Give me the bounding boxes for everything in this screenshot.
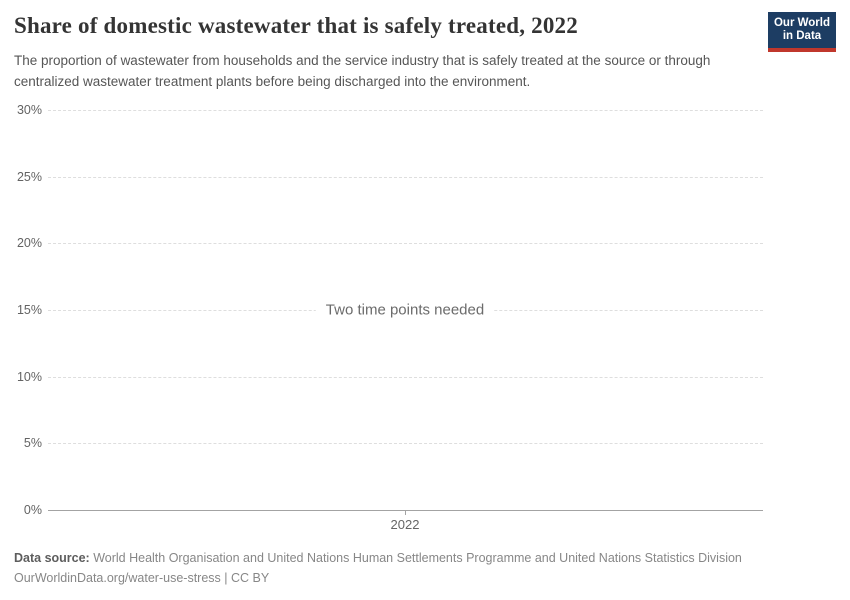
y-tick-label: 0% [23, 503, 42, 517]
page-title: Share of domestic wastewater that is saf… [14, 13, 578, 38]
y-tick-label: 30% [16, 103, 42, 117]
y-tick-label: 10% [16, 370, 42, 384]
license-line: OurWorldinData.org/water-use-stress | CC… [14, 568, 814, 588]
y-tick-label: 25% [16, 170, 42, 184]
gridline [48, 443, 763, 444]
data-source-label: Data source: [14, 551, 90, 565]
x-tick [405, 510, 406, 515]
data-source-line: Data source: World Health Organisation a… [14, 548, 814, 568]
gridline [48, 377, 763, 378]
license-label: CC BY [230, 571, 270, 585]
data-source-text: World Health Organisation and United Nat… [89, 551, 742, 565]
chart-footer: Data source: World Health Organisation a… [14, 548, 814, 588]
owid-logo[interactable]: Our World in Data [768, 12, 836, 52]
x-tick-label: 2022 [390, 517, 420, 532]
empty-state-message: Two time points needed [315, 299, 495, 321]
chart-subtitle: The proportion of wastewater from househ… [14, 53, 711, 89]
footer-separator: | [220, 571, 231, 585]
y-tick-label: 20% [16, 236, 42, 250]
y-tick-label: 5% [23, 436, 42, 450]
gridline [48, 177, 763, 178]
logo-line-2: in Data [782, 30, 822, 42]
gridline [48, 110, 763, 111]
owid-url-link[interactable]: OurWorldinData.org/water-use-stress [14, 571, 221, 585]
y-tick-label: 15% [16, 303, 42, 317]
logo-line-1: Our World [773, 17, 830, 29]
gridline [48, 243, 763, 244]
